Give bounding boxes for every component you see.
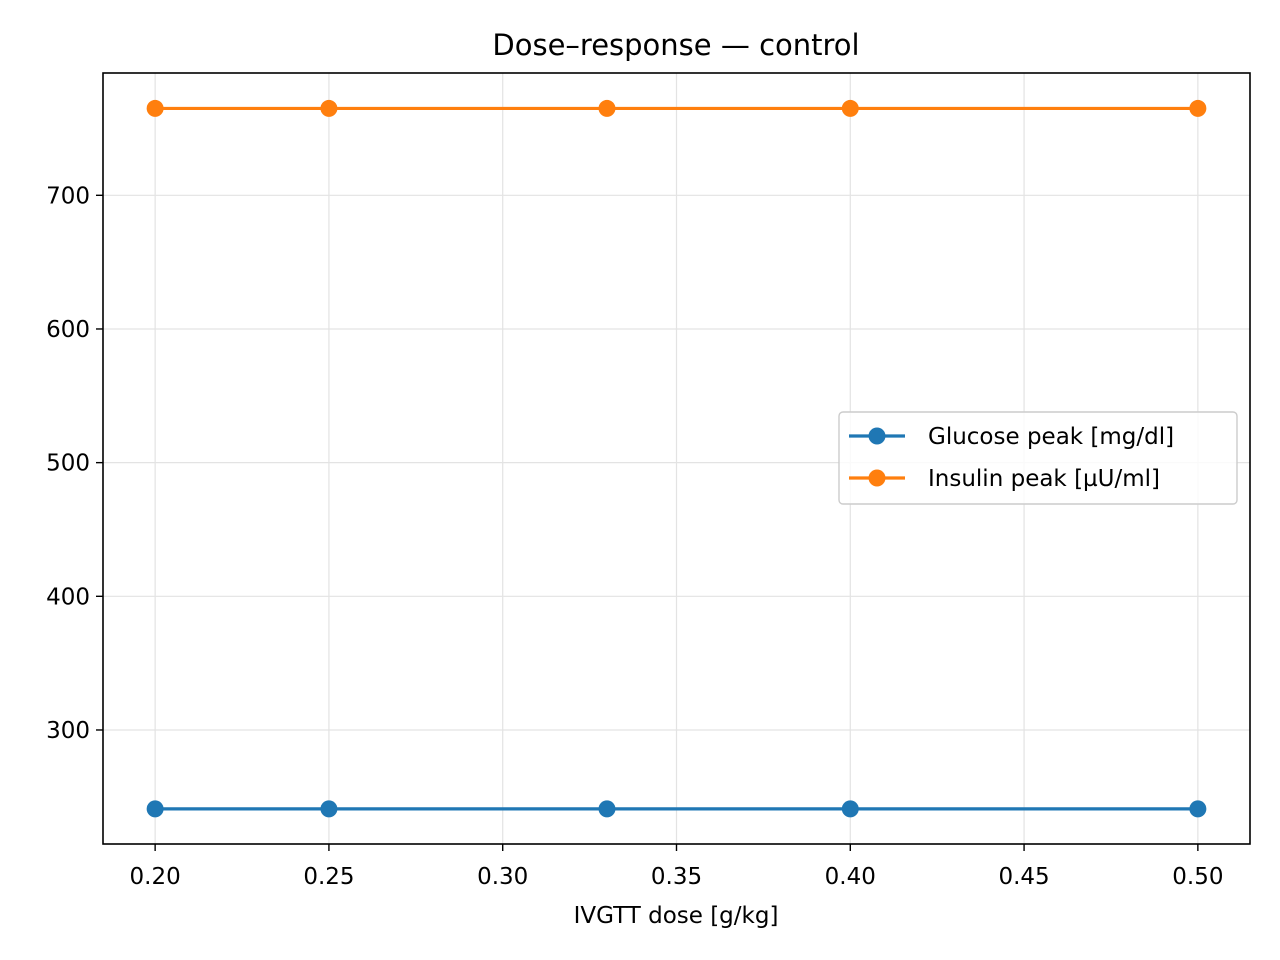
chart-title: Dose–response — control: [492, 28, 859, 62]
y-tick-label: 700: [46, 183, 90, 209]
data-point: [320, 800, 338, 818]
legend-label: Glucose peak [mg/dl]: [928, 424, 1174, 450]
series-0: [146, 800, 1207, 818]
x-tick-label: 0.45: [998, 864, 1049, 890]
data-point: [320, 99, 338, 117]
data-point: [598, 800, 616, 818]
x-tick-label: 0.25: [303, 864, 354, 890]
legend-label: Insulin peak [µU/ml]: [928, 466, 1160, 492]
x-axis-label: IVGTT dose [g/kg]: [574, 903, 779, 929]
series-layer: [146, 99, 1207, 818]
x-axis: 0.20 0.25 0.30 0.35 0.40 0.45 0.50: [130, 844, 1223, 890]
data-point: [841, 99, 859, 117]
data-point: [598, 99, 616, 117]
y-tick-label: 600: [46, 317, 90, 343]
x-tick-label: 0.35: [651, 864, 702, 890]
legend-swatch-marker: [868, 469, 886, 487]
legend-box: [838, 411, 1238, 505]
y-tick-label: 500: [46, 451, 90, 477]
x-tick-label: 0.50: [1172, 864, 1223, 890]
data-point: [146, 800, 164, 818]
data-point: [1189, 800, 1207, 818]
series-1: [146, 99, 1207, 117]
y-tick-label: 300: [46, 718, 90, 744]
data-point: [1189, 99, 1207, 117]
y-axis: 300 400 500 600 700: [46, 183, 103, 744]
data-point: [146, 99, 164, 117]
legend-swatch-marker: [868, 427, 886, 445]
data-point: [841, 800, 859, 818]
x-tick-label: 0.40: [825, 864, 876, 890]
x-tick-label: 0.20: [130, 864, 181, 890]
legend: Glucose peak [mg/dl] Insulin peak [µU/ml]: [838, 411, 1238, 505]
y-tick-label: 400: [46, 584, 90, 610]
x-tick-label: 0.30: [477, 864, 528, 890]
